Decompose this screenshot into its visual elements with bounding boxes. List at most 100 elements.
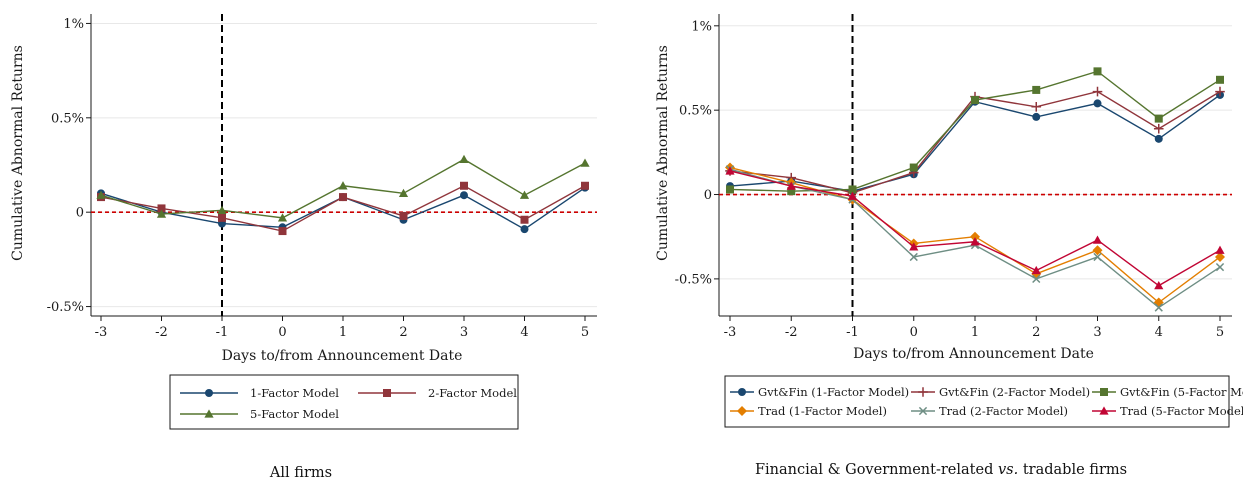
legend-item-4: Trad (1-Factor Model) xyxy=(730,404,887,418)
x-tick-label-2: -1 xyxy=(846,325,859,340)
y-axis-label: Cumulative Abnormal Returns xyxy=(10,45,26,261)
data-point-5-4 xyxy=(909,252,918,262)
data-point-3-2 xyxy=(156,209,167,218)
legend-marker-1 xyxy=(205,389,213,397)
data-point-6-9 xyxy=(1215,245,1225,254)
data-point-6-5 xyxy=(970,237,980,246)
legend-item-6: Trad (5-Factor Model) xyxy=(1092,404,1243,418)
data-point-3-8 xyxy=(519,190,530,199)
y-tick-label-0: -0.5% xyxy=(47,300,84,315)
legend-item-2: Gvt&Fin (2-Factor Model) xyxy=(911,385,1090,399)
data-point-1-7 xyxy=(460,191,468,200)
data-point-2-7 xyxy=(1092,86,1103,97)
y-tick-label-0: -0.5% xyxy=(675,272,712,287)
data-point-1-6 xyxy=(1032,112,1041,121)
legend-label-2: Gvt&Fin (2-Factor Model) xyxy=(939,385,1090,399)
data-point-3-1 xyxy=(726,185,734,194)
legend-marker-3 xyxy=(204,409,214,418)
data-point-1-8 xyxy=(1154,134,1163,143)
data-point-3-5 xyxy=(971,96,979,105)
legend-marker-6 xyxy=(1099,406,1109,415)
data-point-2-3 xyxy=(218,213,226,222)
data-point-3-3 xyxy=(848,185,857,194)
y-axis-label: Cumulative Abnormal Returns xyxy=(655,45,671,261)
legend-label-4: Trad (1-Factor Model) xyxy=(758,404,887,418)
series-line-6 xyxy=(729,170,1221,287)
data-point-6-6 xyxy=(1031,265,1041,275)
series-4 xyxy=(725,162,1225,308)
legend-label-1: 1-Factor Model xyxy=(250,386,339,400)
data-point-2-8 xyxy=(520,215,529,224)
data-point-4-5 xyxy=(970,231,980,242)
data-point-6-1 xyxy=(725,166,735,175)
caption-part-3: tradable firms xyxy=(1018,462,1127,478)
series-1 xyxy=(97,183,589,234)
series-3 xyxy=(96,154,590,222)
data-point-2-7 xyxy=(460,181,468,190)
series-line-2 xyxy=(729,90,1221,194)
data-point-3-8 xyxy=(1154,114,1163,123)
x-tick-label-7: 4 xyxy=(1155,325,1163,340)
data-point-2-9 xyxy=(581,181,589,190)
legend-label-1: Gvt&Fin (1-Factor Model) xyxy=(758,385,909,399)
legend-marker-1 xyxy=(738,388,746,396)
series-6 xyxy=(725,166,1225,290)
y-tick-label-2: 0.5% xyxy=(51,111,84,126)
data-point-2-4 xyxy=(278,227,287,236)
data-point-2-8 xyxy=(1153,123,1164,134)
panel-caption: Financial & Government-related vs. trada… xyxy=(755,462,1127,478)
caption-part-1: Financial & Government-related xyxy=(755,462,998,478)
x-tick-label-8: 5 xyxy=(1216,325,1224,340)
y-tick-label-1: 0 xyxy=(76,206,84,221)
data-point-3-6 xyxy=(398,188,409,197)
legend-marker-3 xyxy=(1100,388,1108,396)
x-tick-label-2: -1 xyxy=(216,325,229,340)
y-tick-label-3: 1% xyxy=(691,19,712,34)
data-point-4-7 xyxy=(1092,245,1103,256)
legend-label-3: 5-Factor Model xyxy=(250,407,339,421)
data-point-6-8 xyxy=(1154,281,1164,290)
data-point-1-7 xyxy=(1093,99,1102,108)
x-tick-label-3: 0 xyxy=(278,325,286,340)
x-tick-label-6: 3 xyxy=(460,325,468,340)
panel-fin-gov-vs-tradable: -0.5% 0 0.5% 1% -3 -2 -1 0 1 2 3 4 5 Days to/from Ann… xyxy=(655,14,1243,478)
data-point-2-5 xyxy=(339,193,347,202)
panel-caption: All firms xyxy=(269,465,332,478)
series-line-2 xyxy=(100,184,586,232)
data-point-3-6 xyxy=(1032,85,1041,94)
legend-box xyxy=(169,374,519,430)
data-point-3-7 xyxy=(459,154,469,164)
data-point-6-3 xyxy=(847,191,858,200)
x-tick-label-5: 2 xyxy=(399,325,407,340)
data-point-3-3 xyxy=(217,205,227,214)
data-point-5-8 xyxy=(1154,303,1163,312)
data-point-5-9 xyxy=(1215,262,1225,272)
data-point-3-1 xyxy=(96,190,106,199)
data-point-5-6 xyxy=(1032,274,1041,284)
legend-marker-2 xyxy=(918,387,928,397)
legend-item-1: 1-Factor Model xyxy=(180,386,339,400)
legend-label-5: Trad (2-Factor Model) xyxy=(939,404,1068,418)
x-tick-label-0: -3 xyxy=(95,325,108,340)
legend-item-2: 2-Factor Model xyxy=(358,386,517,400)
x-tick-label-8: 5 xyxy=(581,325,589,340)
legend-item-3: 5-Factor Model xyxy=(180,407,339,421)
y-tick-label-1: 0 xyxy=(704,188,712,203)
legend-item-1: Gvt&Fin (1-Factor Model) xyxy=(730,385,909,399)
data-point-5-7 xyxy=(1093,252,1102,262)
data-point-2-6 xyxy=(399,211,408,220)
data-point-6-7 xyxy=(1092,235,1103,244)
x-tick-label-1: -2 xyxy=(155,325,168,340)
panel-all-firms: -0.5% 0 0.5% 1% -3 -2 -1 0 1 2 3 4 5 Days to/from Ann… xyxy=(10,14,597,478)
data-point-3-4 xyxy=(277,213,288,222)
data-point-2-6 xyxy=(1031,101,1042,112)
data-point-2-9 xyxy=(1215,86,1225,97)
legend-item-5: Trad (2-Factor Model) xyxy=(911,404,1068,418)
x-tick-label-1: -2 xyxy=(785,325,798,340)
legend-marker-5 xyxy=(918,406,928,416)
data-point-3-9 xyxy=(1216,75,1224,84)
y-tick-label-2: 0.5% xyxy=(679,104,712,119)
caption-part-2: vs. xyxy=(998,462,1018,478)
legend-label-3: Gvt&Fin (5-Factor Model) xyxy=(1120,385,1243,399)
